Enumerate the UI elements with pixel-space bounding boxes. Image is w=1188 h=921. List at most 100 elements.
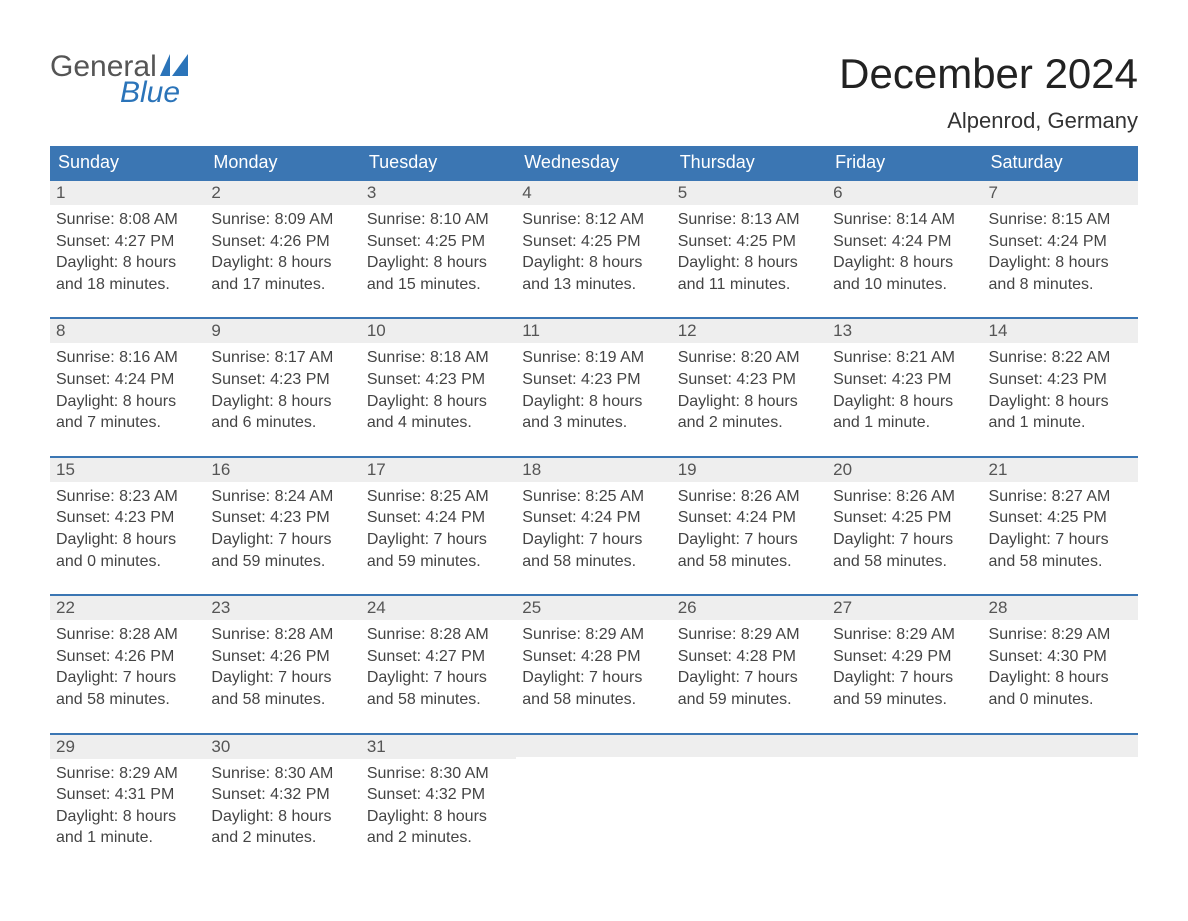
day-body: Sunrise: 8:28 AMSunset: 4:27 PMDaylight:…: [361, 620, 516, 712]
day-number-bar-empty: [983, 733, 1138, 757]
day-day2: and 58 minutes.: [678, 551, 821, 573]
day-sunset: Sunset: 4:26 PM: [56, 646, 199, 668]
day-cell: 13Sunrise: 8:21 AMSunset: 4:23 PMDayligh…: [827, 317, 982, 435]
day-body: Sunrise: 8:16 AMSunset: 4:24 PMDaylight:…: [50, 343, 205, 435]
day-number: 24: [361, 594, 516, 620]
day-day2: and 59 minutes.: [833, 689, 976, 711]
day-day1: Daylight: 8 hours: [56, 529, 199, 551]
day-number: 5: [672, 179, 827, 205]
day-number: 26: [672, 594, 827, 620]
day-sunset: Sunset: 4:28 PM: [522, 646, 665, 668]
weekday-header-row: SundayMondayTuesdayWednesdayThursdayFrid…: [50, 146, 1138, 179]
day-cell: 20Sunrise: 8:26 AMSunset: 4:25 PMDayligh…: [827, 456, 982, 574]
weekday-cell: Sunday: [50, 146, 205, 179]
day-cell: 1Sunrise: 8:08 AMSunset: 4:27 PMDaylight…: [50, 179, 205, 297]
day-day2: and 58 minutes.: [211, 689, 354, 711]
day-body: Sunrise: 8:14 AMSunset: 4:24 PMDaylight:…: [827, 205, 982, 297]
day-sunrise: Sunrise: 8:15 AM: [989, 209, 1132, 231]
day-day1: Daylight: 7 hours: [211, 529, 354, 551]
header: General Blue December 2024 Alpenrod, Ger…: [50, 50, 1138, 134]
day-body: Sunrise: 8:12 AMSunset: 4:25 PMDaylight:…: [516, 205, 671, 297]
day-cell: 10Sunrise: 8:18 AMSunset: 4:23 PMDayligh…: [361, 317, 516, 435]
day-sunrise: Sunrise: 8:29 AM: [522, 624, 665, 646]
day-number: 2: [205, 179, 360, 205]
flag-icon: [160, 54, 188, 76]
day-day1: Daylight: 7 hours: [211, 667, 354, 689]
day-cell: 17Sunrise: 8:25 AMSunset: 4:24 PMDayligh…: [361, 456, 516, 574]
day-day1: Daylight: 8 hours: [211, 252, 354, 274]
weekday-cell: Friday: [827, 146, 982, 179]
day-number: 20: [827, 456, 982, 482]
day-number: 30: [205, 733, 360, 759]
day-sunrise: Sunrise: 8:28 AM: [211, 624, 354, 646]
day-number: 3: [361, 179, 516, 205]
day-body: Sunrise: 8:26 AMSunset: 4:25 PMDaylight:…: [827, 482, 982, 574]
day-day2: and 1 minute.: [989, 412, 1132, 434]
day-sunrise: Sunrise: 8:25 AM: [367, 486, 510, 508]
day-sunset: Sunset: 4:24 PM: [522, 507, 665, 529]
day-number: 6: [827, 179, 982, 205]
day-number: 10: [361, 317, 516, 343]
day-sunset: Sunset: 4:23 PM: [833, 369, 976, 391]
day-cell: 18Sunrise: 8:25 AMSunset: 4:24 PMDayligh…: [516, 456, 671, 574]
day-body: Sunrise: 8:22 AMSunset: 4:23 PMDaylight:…: [983, 343, 1138, 435]
day-day1: Daylight: 8 hours: [522, 391, 665, 413]
day-number: 17: [361, 456, 516, 482]
week-row: 29Sunrise: 8:29 AMSunset: 4:31 PMDayligh…: [50, 733, 1138, 851]
day-sunset: Sunset: 4:32 PM: [367, 784, 510, 806]
weekday-cell: Saturday: [983, 146, 1138, 179]
day-day2: and 2 minutes.: [211, 827, 354, 849]
day-cell: 23Sunrise: 8:28 AMSunset: 4:26 PMDayligh…: [205, 594, 360, 712]
day-cell: 6Sunrise: 8:14 AMSunset: 4:24 PMDaylight…: [827, 179, 982, 297]
day-sunset: Sunset: 4:25 PM: [367, 231, 510, 253]
day-sunrise: Sunrise: 8:13 AM: [678, 209, 821, 231]
day-sunset: Sunset: 4:23 PM: [367, 369, 510, 391]
day-number: 29: [50, 733, 205, 759]
day-number: 31: [361, 733, 516, 759]
day-day1: Daylight: 7 hours: [989, 529, 1132, 551]
day-day1: Daylight: 8 hours: [989, 667, 1132, 689]
day-sunset: Sunset: 4:27 PM: [367, 646, 510, 668]
day-number: 25: [516, 594, 671, 620]
day-cell: 14Sunrise: 8:22 AMSunset: 4:23 PMDayligh…: [983, 317, 1138, 435]
day-day2: and 6 minutes.: [211, 412, 354, 434]
weeks-container: 1Sunrise: 8:08 AMSunset: 4:27 PMDaylight…: [50, 179, 1138, 851]
day-sunset: Sunset: 4:30 PM: [989, 646, 1132, 668]
day-number: 21: [983, 456, 1138, 482]
day-day1: Daylight: 8 hours: [989, 252, 1132, 274]
week-row: 15Sunrise: 8:23 AMSunset: 4:23 PMDayligh…: [50, 456, 1138, 574]
logo: General Blue: [50, 50, 188, 110]
day-day2: and 2 minutes.: [367, 827, 510, 849]
day-day2: and 58 minutes.: [522, 551, 665, 573]
day-day2: and 3 minutes.: [522, 412, 665, 434]
day-body: Sunrise: 8:15 AMSunset: 4:24 PMDaylight:…: [983, 205, 1138, 297]
day-day1: Daylight: 8 hours: [56, 391, 199, 413]
location: Alpenrod, Germany: [839, 108, 1138, 134]
day-sunrise: Sunrise: 8:22 AM: [989, 347, 1132, 369]
day-sunrise: Sunrise: 8:12 AM: [522, 209, 665, 231]
day-cell: [983, 733, 1138, 851]
day-sunrise: Sunrise: 8:30 AM: [211, 763, 354, 785]
day-number: 18: [516, 456, 671, 482]
day-number: 4: [516, 179, 671, 205]
day-body: Sunrise: 8:17 AMSunset: 4:23 PMDaylight:…: [205, 343, 360, 435]
day-day2: and 0 minutes.: [56, 551, 199, 573]
day-body: Sunrise: 8:19 AMSunset: 4:23 PMDaylight:…: [516, 343, 671, 435]
day-cell: [827, 733, 982, 851]
day-day2: and 17 minutes.: [211, 274, 354, 296]
day-sunrise: Sunrise: 8:19 AM: [522, 347, 665, 369]
day-day2: and 58 minutes.: [56, 689, 199, 711]
day-sunrise: Sunrise: 8:09 AM: [211, 209, 354, 231]
day-sunset: Sunset: 4:25 PM: [678, 231, 821, 253]
day-day1: Daylight: 7 hours: [833, 667, 976, 689]
day-body: Sunrise: 8:27 AMSunset: 4:25 PMDaylight:…: [983, 482, 1138, 574]
day-sunset: Sunset: 4:23 PM: [522, 369, 665, 391]
day-cell: 12Sunrise: 8:20 AMSunset: 4:23 PMDayligh…: [672, 317, 827, 435]
day-cell: 19Sunrise: 8:26 AMSunset: 4:24 PMDayligh…: [672, 456, 827, 574]
day-sunrise: Sunrise: 8:26 AM: [678, 486, 821, 508]
day-sunrise: Sunrise: 8:21 AM: [833, 347, 976, 369]
day-body: Sunrise: 8:29 AMSunset: 4:29 PMDaylight:…: [827, 620, 982, 712]
day-cell: 30Sunrise: 8:30 AMSunset: 4:32 PMDayligh…: [205, 733, 360, 851]
weekday-cell: Monday: [205, 146, 360, 179]
day-cell: 22Sunrise: 8:28 AMSunset: 4:26 PMDayligh…: [50, 594, 205, 712]
